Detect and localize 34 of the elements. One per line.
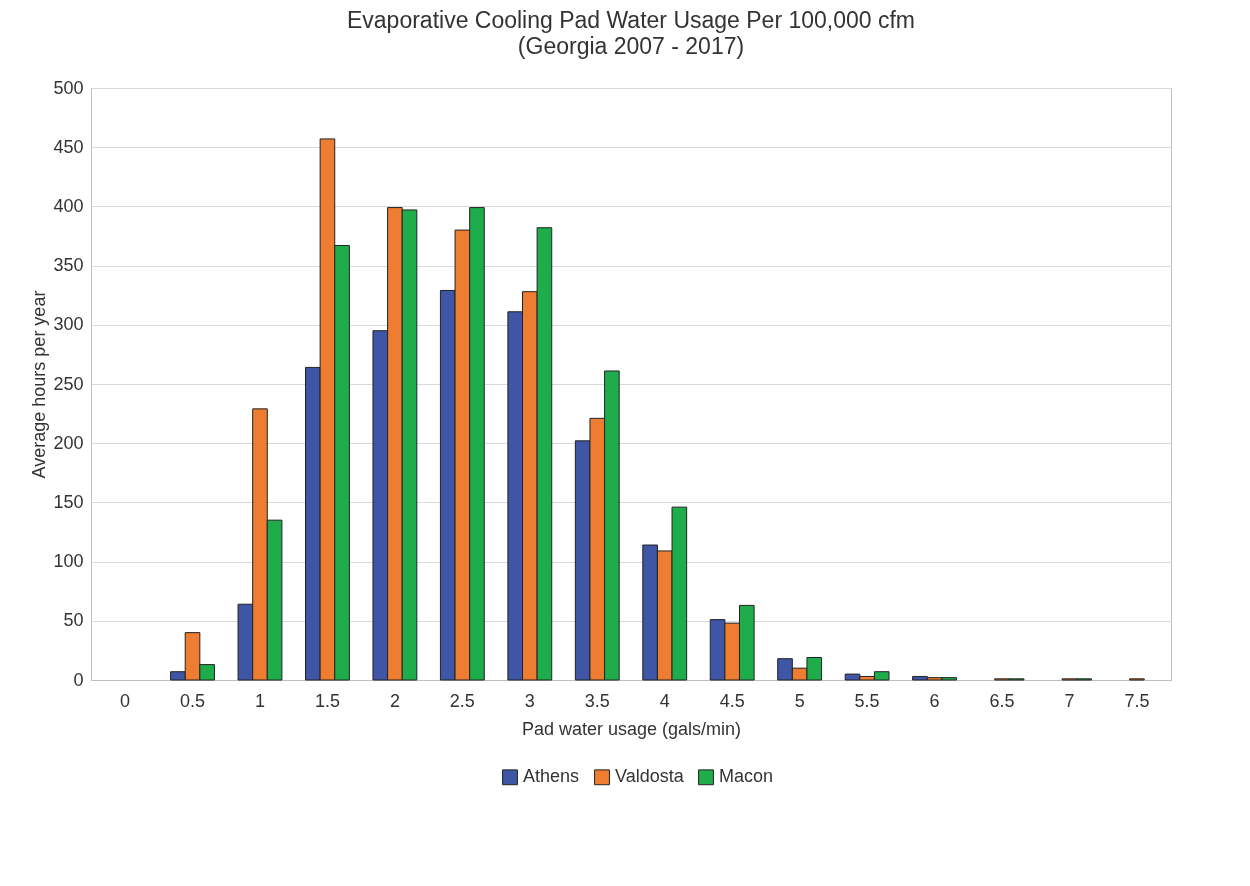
legend-label: Macon bbox=[719, 766, 774, 787]
x-tick-label: 6 bbox=[929, 690, 940, 711]
y-tick-label: 500 bbox=[53, 77, 84, 98]
x-tick-label: 3 bbox=[524, 690, 535, 711]
y-axis-title: Average hours per year bbox=[29, 290, 50, 479]
x-tick-label: 1 bbox=[254, 690, 265, 711]
x-tick-label: 5 bbox=[794, 690, 805, 711]
x-axis-title: Pad water usage (gals/min) bbox=[521, 718, 742, 739]
legend-label: Athens bbox=[523, 766, 580, 787]
x-tick-label: 5.5 bbox=[854, 690, 880, 711]
y-tick-label: 150 bbox=[53, 491, 84, 512]
y-tick-label: 200 bbox=[53, 432, 84, 453]
x-tick-label: 7.5 bbox=[1124, 690, 1150, 711]
y-tick-label: 300 bbox=[53, 314, 84, 335]
legend-label: Valdosta bbox=[615, 766, 685, 787]
x-tick-label: 4.5 bbox=[719, 690, 745, 711]
y-tick-label: 250 bbox=[53, 373, 84, 394]
chart-title: Evaporative Cooling Pad Water Usage Per 100,000 cfm bbox=[346, 7, 916, 33]
x-tick-label: 6.5 bbox=[989, 690, 1015, 711]
x-tick-label: 2.5 bbox=[449, 690, 475, 711]
x-tick-label: 1.5 bbox=[314, 690, 340, 711]
x-tick-label: 7 bbox=[1064, 690, 1075, 711]
y-tick-label: 450 bbox=[53, 136, 84, 157]
chart-subtitle: (Georgia 2007 - 2017) bbox=[517, 33, 745, 59]
x-tick-label: 0.5 bbox=[180, 690, 206, 711]
y-tick-label: 50 bbox=[63, 610, 84, 631]
x-tick-label: 2 bbox=[389, 690, 400, 711]
y-tick-label: 350 bbox=[53, 255, 84, 276]
x-tick-label: 3.5 bbox=[584, 690, 610, 711]
x-tick-label: 0 bbox=[120, 690, 131, 711]
y-tick-label: 0 bbox=[73, 669, 84, 690]
x-tick-label: 4 bbox=[659, 690, 670, 711]
y-tick-label: 400 bbox=[53, 195, 84, 216]
y-tick-label: 100 bbox=[53, 551, 84, 572]
